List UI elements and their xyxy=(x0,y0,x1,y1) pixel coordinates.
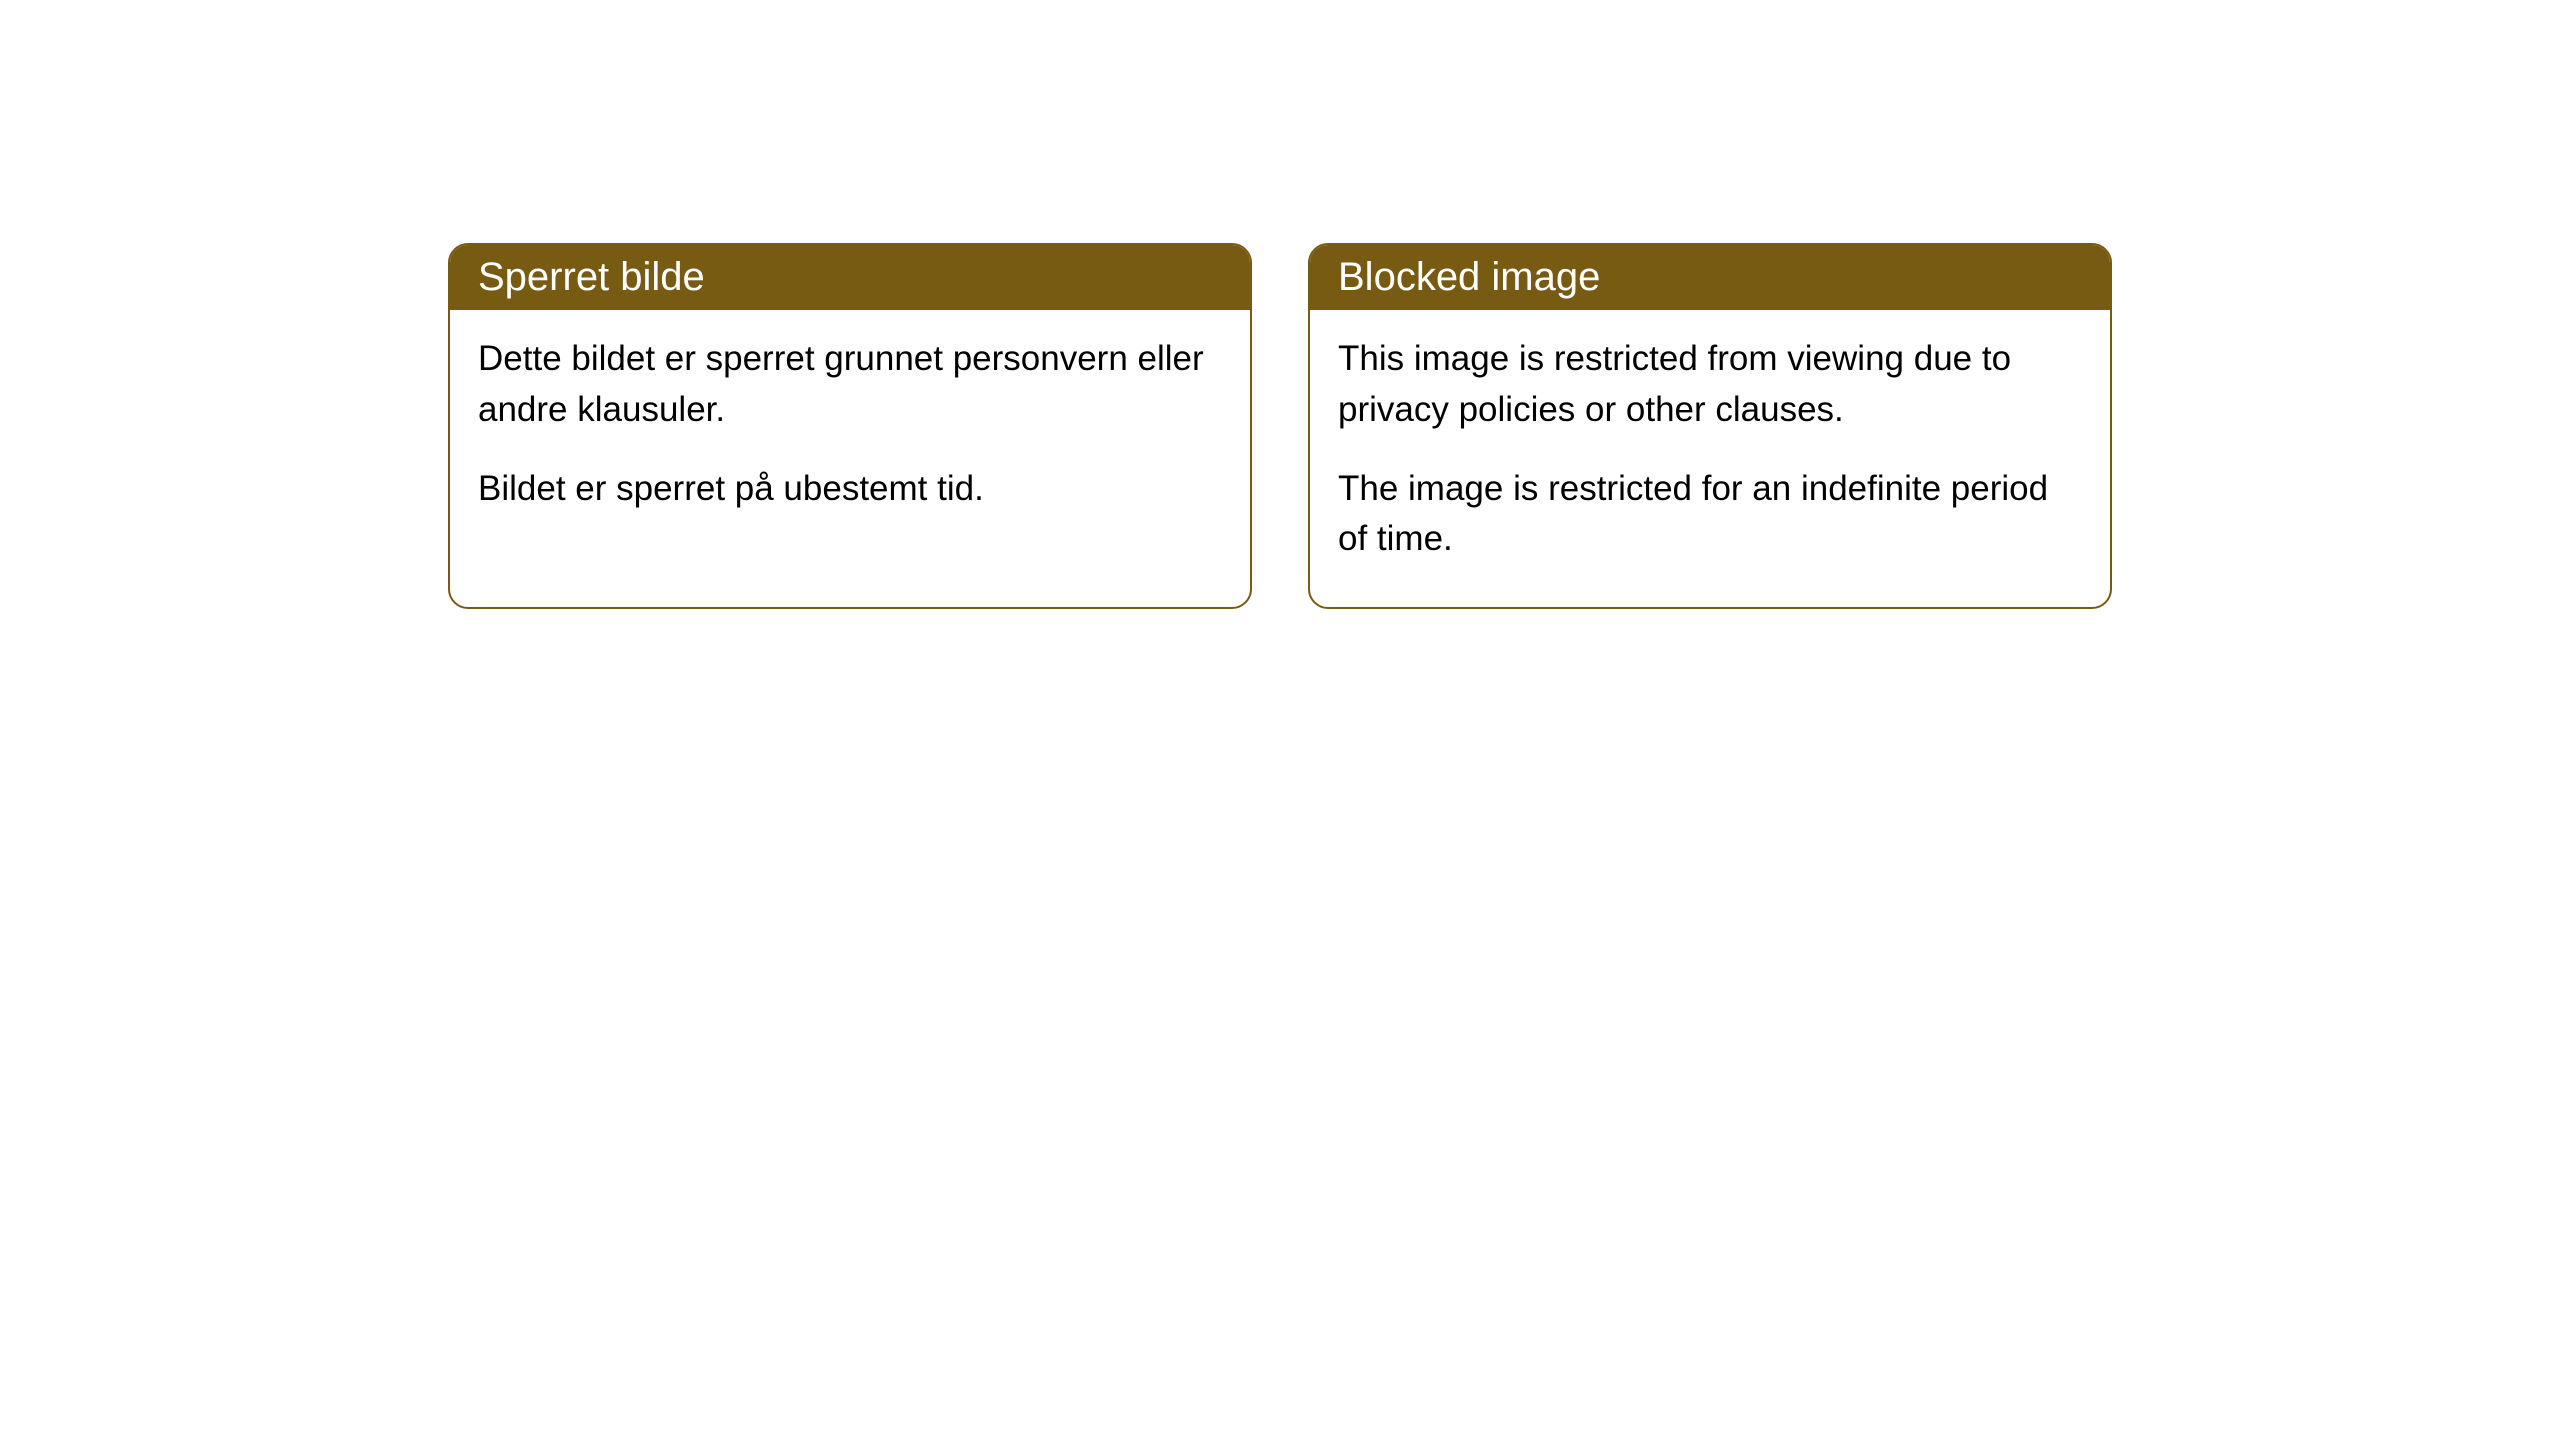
card-body-english: This image is restricted from viewing du… xyxy=(1310,310,2110,607)
card-body-norwegian: Dette bildet er sperret grunnet personve… xyxy=(450,310,1250,556)
card-paragraph-2-english: The image is restricted for an indefinit… xyxy=(1338,464,2082,566)
notice-container: Sperret bilde Dette bildet er sperret gr… xyxy=(448,243,2112,609)
card-paragraph-1-english: This image is restricted from viewing du… xyxy=(1338,334,2082,436)
blocked-image-card-english: Blocked image This image is restricted f… xyxy=(1308,243,2112,609)
card-paragraph-2-norwegian: Bildet er sperret på ubestemt tid. xyxy=(478,464,1222,515)
card-title-english: Blocked image xyxy=(1310,245,2110,310)
card-paragraph-1-norwegian: Dette bildet er sperret grunnet personve… xyxy=(478,334,1222,436)
blocked-image-card-norwegian: Sperret bilde Dette bildet er sperret gr… xyxy=(448,243,1252,609)
card-title-norwegian: Sperret bilde xyxy=(450,245,1250,310)
